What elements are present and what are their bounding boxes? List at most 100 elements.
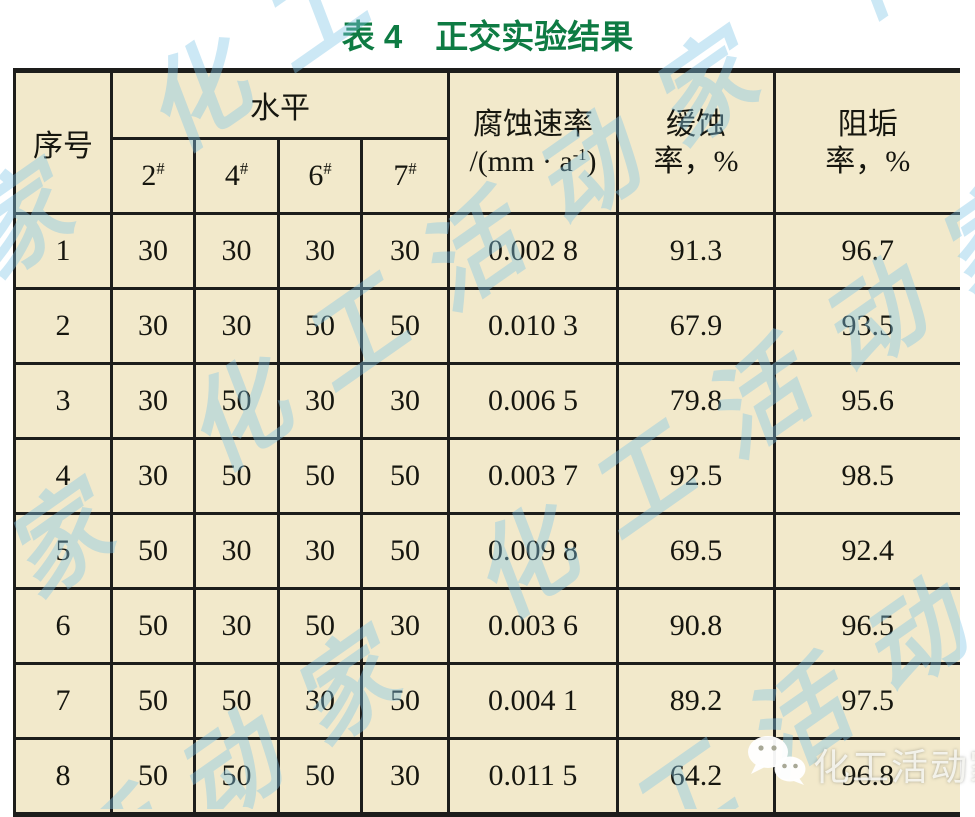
cell-level-2: 30 — [110, 287, 196, 365]
unit-suffix: ) — [586, 144, 597, 178]
header-inhibition-line1: 缓蚀 — [666, 107, 726, 141]
header-row-1: 序号 水平 腐蚀速率 /(mm · a-1) 缓蚀 率，% 阻垢 率，% — [13, 69, 960, 215]
cell-inhibition-rate: 92.5 — [616, 437, 776, 515]
cell-inhibition-rate: 67.9 — [616, 287, 776, 365]
header-level-col-2: 2# — [110, 137, 196, 215]
cell-level-6: 30 — [277, 362, 363, 440]
header-serial: 序号 — [13, 69, 113, 215]
cell-level-6: 30 — [277, 512, 363, 590]
cell-serial: 8 — [13, 737, 113, 816]
cell-level-7: 50 — [360, 512, 450, 590]
table-row: 4 30 50 50 50 0.003 7 92.5 98.5 — [13, 437, 960, 515]
cell-level-7: 50 — [360, 437, 450, 515]
header-scale-rate: 阻垢 率，% — [773, 69, 960, 215]
cell-level-2: 30 — [110, 212, 196, 290]
cell-level-4: 30 — [193, 212, 280, 290]
cell-inhibition-rate: 90.8 — [616, 587, 776, 665]
cell-level-4: 30 — [193, 587, 280, 665]
cell-inhibition-rate: 79.8 — [616, 362, 776, 440]
cell-serial: 5 — [13, 512, 113, 590]
cell-scale-rate: 96.8 — [773, 737, 960, 816]
cell-level-2: 30 — [110, 437, 196, 515]
header-level-group: 水平 — [110, 69, 450, 140]
header-corrosion-line2: /(mm · a-1) — [450, 143, 616, 180]
cell-level-7: 30 — [360, 737, 450, 816]
level-sup: # — [323, 159, 332, 178]
cell-serial: 1 — [13, 212, 113, 290]
results-table: 序号 水平 腐蚀速率 /(mm · a-1) 缓蚀 率，% 阻垢 率，% — [13, 68, 960, 817]
cell-level-6: 50 — [277, 437, 363, 515]
cell-level-6: 50 — [277, 587, 363, 665]
level-base: 2 — [141, 159, 157, 192]
cell-serial: 7 — [13, 662, 113, 740]
cell-level-2: 50 — [110, 512, 196, 590]
header-scale-line1: 阻垢 — [837, 107, 898, 141]
cell-serial: 2 — [13, 287, 113, 365]
cell-corrosion-rate: 0.009 8 — [447, 512, 619, 590]
cell-level-7: 50 — [360, 287, 450, 365]
header-level-col-7: 7# — [360, 137, 449, 215]
cell-level-2: 50 — [110, 737, 196, 816]
level-base: 6 — [308, 159, 324, 192]
header-scale-line2: 率，% — [825, 144, 911, 178]
header-row-2: 2# 4# 6# 7# — [15, 137, 960, 215]
cell-level-6: 50 — [277, 737, 363, 816]
cell-corrosion-rate: 0.004 1 — [447, 662, 619, 740]
cell-scale-rate: 96.7 — [773, 212, 960, 290]
cell-corrosion-rate: 0.006 5 — [447, 362, 619, 440]
results-table-wrap: 序号 水平 腐蚀速率 /(mm · a-1) 缓蚀 率，% 阻垢 率，% — [13, 68, 960, 817]
cell-level-6: 50 — [277, 287, 363, 365]
cell-inhibition-rate: 91.3 — [616, 212, 776, 290]
cell-level-6: 30 — [277, 212, 363, 290]
cell-inhibition-rate: 64.2 — [616, 737, 776, 816]
cell-corrosion-rate: 0.002 8 — [447, 212, 619, 290]
cell-level-2: 30 — [110, 362, 196, 440]
cell-corrosion-rate: 0.003 6 — [447, 587, 619, 665]
cell-level-6: 30 — [277, 662, 363, 740]
results-tbody: 1 30 30 30 30 0.002 8 91.3 96.7 2 30 30 50 50 0.010 3… — [13, 212, 960, 816]
cell-level-2: 50 — [110, 662, 196, 740]
cell-level-7: 30 — [360, 587, 450, 665]
table-row: 1 30 30 30 30 0.002 8 91.3 96.7 — [13, 212, 960, 290]
unit-exponent: -1 — [572, 144, 587, 164]
table-row: 8 50 50 50 30 0.011 5 64.2 96.8 — [13, 737, 960, 816]
cell-level-2: 50 — [110, 587, 196, 665]
table-row: 3 30 50 30 30 0.006 5 79.8 95.6 — [13, 362, 960, 440]
level-sup: # — [239, 159, 249, 178]
level-sup: # — [156, 159, 165, 178]
header-inhibition-rate: 缓蚀 率，% — [616, 69, 776, 215]
cell-level-4: 50 — [193, 362, 280, 440]
cell-serial: 3 — [13, 362, 113, 440]
cell-level-4: 30 — [193, 512, 280, 590]
cell-corrosion-rate: 0.010 3 — [447, 287, 619, 365]
table-row: 6 50 30 50 30 0.003 6 90.8 96.5 — [13, 587, 960, 665]
table-row: 5 50 30 30 50 0.009 8 69.5 92.4 — [13, 512, 960, 590]
cell-inhibition-rate: 69.5 — [616, 512, 776, 590]
cell-level-7: 50 — [360, 662, 450, 740]
cell-level-7: 30 — [360, 212, 450, 290]
header-corrosion-rate: 腐蚀速率 /(mm · a-1) — [447, 69, 619, 215]
level-sup: # — [408, 159, 417, 178]
cell-level-4: 50 — [193, 737, 280, 816]
table-row: 2 30 30 50 50 0.010 3 67.9 93.5 — [13, 287, 960, 365]
cell-level-4: 30 — [193, 287, 280, 365]
cell-scale-rate: 92.4 — [773, 512, 960, 590]
table-row: 7 50 50 30 50 0.004 1 89.2 97.5 — [13, 662, 960, 740]
cell-inhibition-rate: 89.2 — [616, 662, 776, 740]
unit-prefix: /(mm · a — [469, 144, 573, 178]
cell-level-4: 50 — [193, 437, 280, 515]
cell-serial: 4 — [13, 437, 113, 515]
cell-serial: 6 — [13, 587, 113, 665]
header-inhibition-line2: 率，% — [653, 144, 739, 178]
cell-corrosion-rate: 0.011 5 — [447, 737, 619, 816]
cell-scale-rate: 95.6 — [773, 362, 960, 440]
cell-scale-rate: 98.5 — [773, 437, 960, 515]
header-level-col-4: 4# — [193, 137, 280, 215]
cell-scale-rate: 97.5 — [773, 662, 960, 740]
cell-level-7: 30 — [360, 362, 450, 440]
header-corrosion-line1: 腐蚀速率 — [473, 107, 593, 141]
cell-corrosion-rate: 0.003 7 — [447, 437, 619, 515]
page-title: 表 4 正交实验结果 — [341, 18, 634, 55]
cell-level-4: 50 — [193, 662, 280, 740]
